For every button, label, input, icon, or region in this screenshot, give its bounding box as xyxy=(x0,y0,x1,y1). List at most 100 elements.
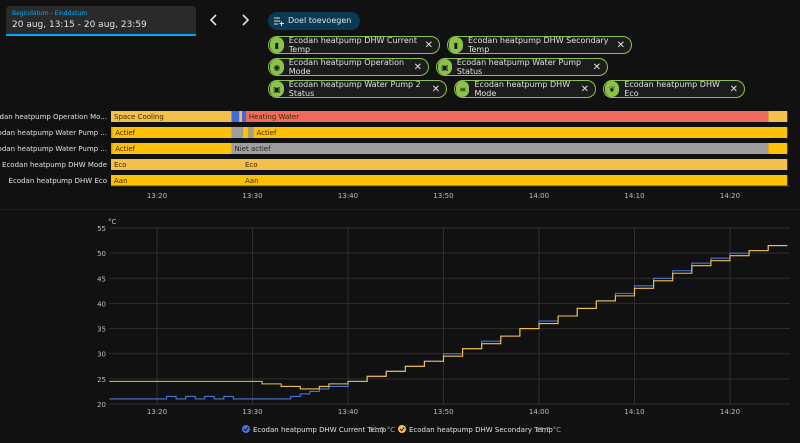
close-icon[interactable]: ✕ xyxy=(431,83,440,95)
temperature-line-chart: °C 20 25 30 35 40 45 50 55 13:20 13:30 13:40 13:50 14… xyxy=(97,218,790,434)
timeline-row-label: Ecodan heatpump Water Pump ... xyxy=(0,145,107,153)
timeline-row-label: Ecodan heatpump DHW Mode xyxy=(2,161,107,169)
timeline-segment xyxy=(239,111,242,122)
close-icon[interactable]: ✕ xyxy=(616,39,625,51)
target-chip-dhw-eco: ❦ Ecodan heatpump DHW Eco ✕ xyxy=(603,80,745,98)
playlist-add-icon xyxy=(274,17,284,26)
x-tick-label: 14:00 xyxy=(529,408,549,416)
target-chip-operation-mode: ◉ Ecodan heatpump Operation Mode ✕ xyxy=(268,58,429,76)
thermometer-icon: ▮ xyxy=(449,37,463,53)
add-target-label: Doel toevoegen xyxy=(288,16,352,25)
timeline-segment-label: Eco xyxy=(114,161,127,169)
timeline-row-label: Ecodan heatpump Operation Mo... xyxy=(0,113,107,121)
y-tick-label: 20 xyxy=(97,401,106,409)
timeline-segment xyxy=(241,111,246,122)
target-chip-dhw-current-temp: ▮ Ecodan heatpump DHW Current Temp ✕ xyxy=(268,36,440,54)
close-icon[interactable]: ✕ xyxy=(424,39,433,51)
timeline-segment xyxy=(231,127,243,138)
list-icon: ≡ xyxy=(456,81,470,97)
y-tick-label: 40 xyxy=(97,300,106,308)
chip-label: Ecodan heatpump DHW Mode xyxy=(474,80,571,98)
chip-label: Ecodan heatpump DHW Secondary Temp xyxy=(467,36,609,54)
timeline-segment xyxy=(253,127,788,138)
timeline-segment-label: Heating Water xyxy=(249,113,299,121)
timeline-segment xyxy=(111,175,242,186)
timeline-segment xyxy=(768,143,788,154)
chip-label: Ecodan heatpump DHW Eco xyxy=(624,80,720,98)
timeline-segment-label: Actief xyxy=(115,129,136,137)
y-tick-label: 50 xyxy=(97,250,106,258)
pump-icon: ▣ xyxy=(438,59,452,75)
timeline-tick-label: 14:00 xyxy=(529,192,549,200)
close-icon[interactable]: ✕ xyxy=(580,83,589,95)
target-chip-dhw-mode: ≡ Ecodan heatpump DHW Mode ✕ xyxy=(454,80,596,98)
check-mark xyxy=(399,427,405,432)
target-chip-water-pump-2-status: ▣ Ecodan heatpump Water Pump 2 Status ✕ xyxy=(268,80,447,98)
timeline-tick-label: 13:30 xyxy=(242,192,262,200)
timeline-segment xyxy=(241,159,788,170)
timeline-segment xyxy=(242,127,249,138)
pump-icon: ▣ xyxy=(270,81,284,97)
legend-series-value: 51,5 °C xyxy=(535,426,561,434)
eye-icon: ◉ xyxy=(270,59,284,75)
timeline-segment xyxy=(111,111,232,122)
timeline-segment-label: Space Cooling xyxy=(114,113,164,121)
timeline-row-label: Ecodan heatpump Water Pump ... xyxy=(0,129,107,137)
timeline-segment xyxy=(768,111,788,122)
thermometer-icon: ▮ xyxy=(270,37,284,53)
timeline-segment xyxy=(112,143,232,154)
chip-label: Ecodan heatpump Water Pump 2 Status xyxy=(288,80,421,98)
chip-label: Ecodan heatpump DHW Current Temp xyxy=(288,36,417,54)
timeline-segment-label: Aan xyxy=(245,177,259,185)
x-tick-label: 13:40 xyxy=(338,408,358,416)
timeline-segment-label: Niet actief xyxy=(234,145,271,153)
legend-series-name: Ecodan heatpump DHW Secondary Temp xyxy=(409,426,553,434)
timeline-segment-label: Aan xyxy=(114,177,128,185)
x-tick-label: 13:20 xyxy=(147,408,167,416)
target-chip-dhw-secondary-temp: ▮ Ecodan heatpump DHW Secondary Temp ✕ xyxy=(447,36,632,54)
timeline-segment xyxy=(231,143,769,154)
timeline-segment-label: Eco xyxy=(245,161,258,169)
check-mark xyxy=(243,427,249,432)
y-tick-label: 35 xyxy=(97,326,106,334)
y-axis-unit: °C xyxy=(108,218,117,226)
state-timeline: Ecodan heatpump Operation Mo... Space Coo… xyxy=(0,111,800,210)
date-range-picker[interactable]: Begindatum - Einddatum 20 aug, 13:15 - 2… xyxy=(6,6,196,36)
timeline-segment xyxy=(111,143,113,154)
timeline-segment xyxy=(241,175,788,186)
chip-label: Ecodan heatpump Water Pump Status xyxy=(456,58,582,76)
timeline-segment xyxy=(112,127,232,138)
timeline-segment-label: Actief xyxy=(115,145,136,153)
series-line xyxy=(109,245,788,400)
timeline-tick-label: 14:20 xyxy=(720,192,740,200)
check-circle-icon xyxy=(398,425,406,433)
date-range-value: 20 aug, 13:15 - 20 aug, 23:59 xyxy=(12,20,147,30)
close-icon[interactable]: ✕ xyxy=(413,61,422,73)
timeline-segment xyxy=(231,111,240,122)
timeline-segment xyxy=(111,159,242,170)
date-range-label: Begindatum - Einddatum xyxy=(12,10,88,17)
timeline-segment xyxy=(111,127,113,138)
legend-series-value: 51,5 °C xyxy=(369,426,395,434)
leaf-icon: ❦ xyxy=(605,81,620,97)
timeline-row-label: Ecodan heatpump DHW Eco xyxy=(9,177,107,185)
y-tick-label: 25 xyxy=(97,376,106,384)
timeline-tick-label: 13:20 xyxy=(147,192,167,200)
y-tick-label: 55 xyxy=(97,225,106,233)
chevron-right-icon[interactable] xyxy=(237,12,253,28)
add-target-button[interactable]: Doel toevoegen xyxy=(268,12,361,30)
timeline-segment xyxy=(245,111,769,122)
timeline-tick-label: 13:50 xyxy=(433,192,453,200)
legend-series-name: Ecodan heatpump DHW Current Temp xyxy=(253,426,387,434)
series-line xyxy=(109,245,788,390)
close-icon[interactable]: ✕ xyxy=(729,83,738,95)
chevron-left-icon[interactable] xyxy=(206,12,222,28)
close-icon[interactable]: ✕ xyxy=(592,61,601,73)
x-tick-label: 13:50 xyxy=(433,408,453,416)
x-tick-label: 13:30 xyxy=(242,408,262,416)
y-tick-label: 45 xyxy=(97,275,106,283)
timeline-tick-label: 13:40 xyxy=(338,192,358,200)
x-tick-label: 14:20 xyxy=(720,408,740,416)
check-circle-icon xyxy=(242,425,250,433)
